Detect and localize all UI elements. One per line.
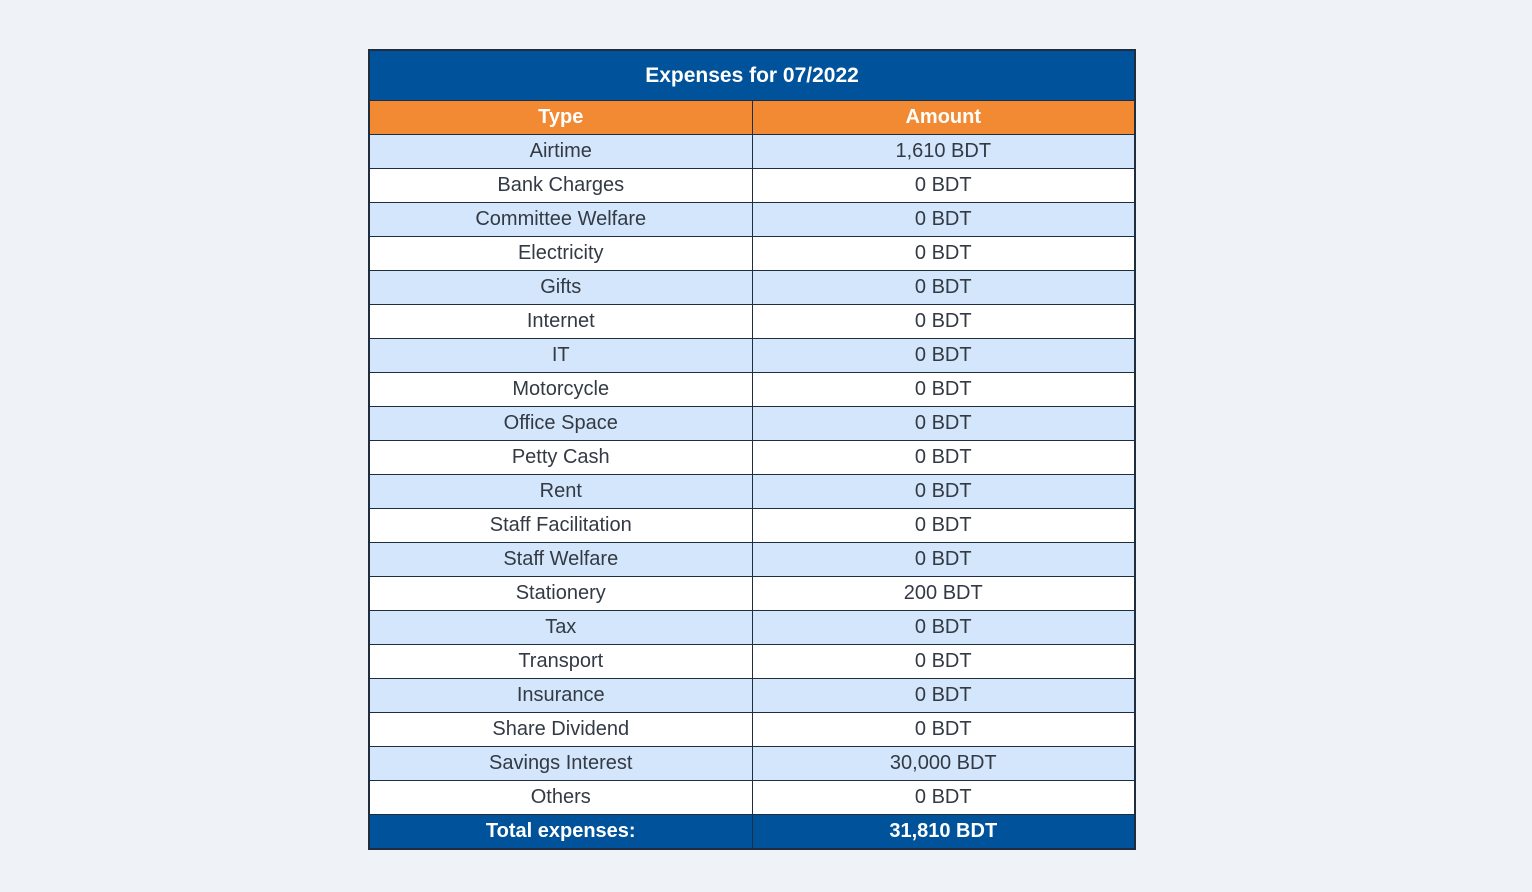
table-row: Committee Welfare 0 BDT: [368, 202, 1136, 237]
table-row: Airtime 1,610 BDT: [368, 134, 1136, 169]
amount-cell: 1,610 BDT: [751, 134, 1136, 169]
table-row: Share Dividend 0 BDT: [368, 712, 1136, 747]
table-row: Staff Facilitation 0 BDT: [368, 508, 1136, 543]
type-cell: Transport: [368, 644, 753, 679]
amount-cell: 0 BDT: [751, 270, 1136, 305]
type-cell: Office Space: [368, 406, 753, 441]
amount-cell: 0 BDT: [751, 542, 1136, 577]
type-cell: Tax: [368, 610, 753, 645]
amount-cell: 0 BDT: [751, 202, 1136, 237]
amount-cell: 0 BDT: [751, 678, 1136, 713]
type-cell: Committee Welfare: [368, 202, 753, 237]
amount-cell: 0 BDT: [751, 474, 1136, 509]
column-header-amount: Amount: [751, 100, 1136, 135]
table-header-row: Type Amount: [368, 100, 1136, 135]
type-cell: Internet: [368, 304, 753, 339]
type-cell: Insurance: [368, 678, 753, 713]
type-cell: Share Dividend: [368, 712, 753, 747]
type-cell: Electricity: [368, 236, 753, 271]
type-cell: Stationery: [368, 576, 753, 611]
table-title-row: Expenses for 07/2022: [368, 49, 1136, 101]
amount-cell: 0 BDT: [751, 610, 1136, 645]
amount-cell: 0 BDT: [751, 236, 1136, 271]
table-row: Savings Interest 30,000 BDT: [368, 746, 1136, 781]
table-row: Rent 0 BDT: [368, 474, 1136, 509]
type-cell: Bank Charges: [368, 168, 753, 203]
type-cell: Gifts: [368, 270, 753, 305]
table-row: Internet 0 BDT: [368, 304, 1136, 339]
type-cell: Petty Cash: [368, 440, 753, 475]
amount-cell: 30,000 BDT: [751, 746, 1136, 781]
table-row: Petty Cash 0 BDT: [368, 440, 1136, 475]
amount-cell: 0 BDT: [751, 372, 1136, 407]
total-label: Total expenses:: [368, 814, 753, 850]
column-header-type: Type: [368, 100, 753, 135]
total-amount: 31,810 BDT: [751, 814, 1136, 850]
table-row: Transport 0 BDT: [368, 644, 1136, 679]
amount-cell: 0 BDT: [751, 644, 1136, 679]
table-row: IT 0 BDT: [368, 338, 1136, 373]
table-row: Insurance 0 BDT: [368, 678, 1136, 713]
table-body: Airtime 1,610 BDT Bank Charges 0 BDT Commi…: [368, 134, 1136, 815]
type-cell: Rent: [368, 474, 753, 509]
amount-cell: 0 BDT: [751, 780, 1136, 815]
table-row: Office Space 0 BDT: [368, 406, 1136, 441]
type-cell: Staff Welfare: [368, 542, 753, 577]
amount-cell: 0 BDT: [751, 338, 1136, 373]
amount-cell: 200 BDT: [751, 576, 1136, 611]
table-row: Motorcycle 0 BDT: [368, 372, 1136, 407]
table-row: Staff Welfare 0 BDT: [368, 542, 1136, 577]
type-cell: Staff Facilitation: [368, 508, 753, 543]
total-row: Total expenses: 31,810 BDT: [368, 814, 1136, 850]
amount-cell: 0 BDT: [751, 168, 1136, 203]
type-cell: IT: [368, 338, 753, 373]
type-cell: Others: [368, 780, 753, 815]
amount-cell: 0 BDT: [751, 508, 1136, 543]
expenses-table: Expenses for 07/2022 Type Amount Airtime…: [368, 49, 1137, 850]
amount-cell: 0 BDT: [751, 406, 1136, 441]
table-row: Others 0 BDT: [368, 780, 1136, 815]
type-cell: Airtime: [368, 134, 753, 169]
amount-cell: 0 BDT: [751, 304, 1136, 339]
amount-cell: 0 BDT: [751, 712, 1136, 747]
table-row: Tax 0 BDT: [368, 610, 1136, 645]
table-row: Electricity 0 BDT: [368, 236, 1136, 271]
table-row: Stationery 200 BDT: [368, 576, 1136, 611]
type-cell: Savings Interest: [368, 746, 753, 781]
table-title: Expenses for 07/2022: [368, 49, 1136, 101]
table-row: Gifts 0 BDT: [368, 270, 1136, 305]
amount-cell: 0 BDT: [751, 440, 1136, 475]
type-cell: Motorcycle: [368, 372, 753, 407]
table-row: Bank Charges 0 BDT: [368, 168, 1136, 203]
